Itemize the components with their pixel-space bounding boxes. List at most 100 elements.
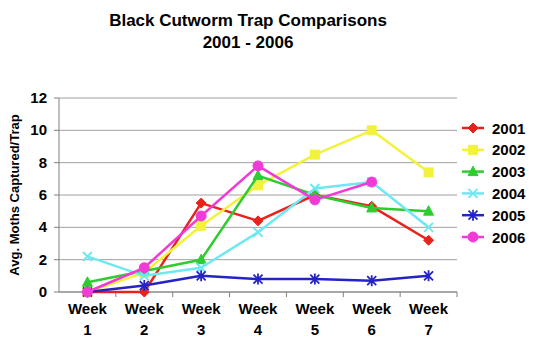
data-point: [424, 270, 433, 281]
data-point: [310, 150, 319, 159]
data-point: [367, 202, 377, 212]
data-point: [253, 216, 263, 226]
y-tick: [54, 227, 59, 228]
data-point: [424, 206, 434, 216]
series-line: [87, 195, 428, 292]
data-point: [139, 263, 149, 273]
plot-area: [82, 126, 433, 298]
grid-line: [59, 259, 457, 260]
x-tick-label-part: 2: [140, 321, 148, 338]
data-point: [197, 221, 206, 230]
data-point: [310, 274, 319, 285]
data-point: [367, 275, 376, 286]
series-line: [87, 166, 371, 292]
x-tick: [229, 292, 230, 297]
series-line: [87, 182, 428, 276]
y-axis-label: Avg. Moths Captured/Trap: [7, 114, 22, 275]
data-point: [367, 178, 376, 187]
x-tick-label: Week 3: [182, 300, 222, 338]
data-point: [82, 287, 92, 297]
legend-label: 2004: [492, 185, 526, 202]
data-point: [83, 287, 92, 298]
x-tick-label-part: Week: [125, 300, 165, 317]
x-tick-label-part: 7: [424, 321, 432, 338]
data-point: [310, 195, 320, 205]
x-tick: [286, 292, 287, 297]
x-tick-label-part: 6: [368, 321, 376, 338]
x-tick-label-part: Week: [409, 300, 449, 317]
data-point: [367, 177, 377, 187]
grid-line: [59, 130, 457, 131]
x-tick-label: Week 2: [125, 300, 165, 338]
y-tick-label: 0: [39, 283, 47, 300]
data-point: [253, 161, 263, 171]
subtitle: 2001 - 2006: [203, 33, 294, 52]
series-line: [87, 176, 428, 283]
x-tick: [400, 292, 401, 297]
data-point: [82, 287, 92, 297]
legend-label: 2003: [492, 163, 525, 180]
data-point: [254, 228, 263, 237]
x-tick-label: Week 1: [68, 300, 108, 338]
legend-marker: [468, 166, 478, 176]
x-tick-label-part: 3: [197, 321, 205, 338]
data-point: [82, 277, 92, 287]
x-tick-label: Week 4: [239, 300, 279, 338]
y-tick: [54, 195, 59, 196]
x-tick: [457, 292, 458, 297]
y-tick-label: 12: [30, 89, 47, 106]
x-tick-label-part: Week: [239, 300, 279, 317]
data-point: [140, 280, 149, 291]
legend-marker: [469, 189, 478, 198]
y-tick: [54, 130, 59, 131]
data-point: [197, 270, 206, 281]
y-tick: [54, 162, 59, 163]
data-point: [253, 170, 263, 180]
y-tick-label: 6: [39, 186, 47, 203]
x-tick-label: Week 7: [409, 300, 449, 338]
data-point: [196, 254, 206, 263]
x-tick-label-part: 5: [311, 321, 319, 338]
x-tick-label-part: Week: [68, 300, 108, 317]
x-tick-label-part: Week: [295, 300, 335, 317]
y-tick: [54, 259, 59, 260]
x-tick-label: Week 5: [295, 300, 335, 338]
y-tick-label: 2: [39, 251, 47, 268]
title: Black Cutworm Trap Comparisons: [109, 11, 387, 30]
x-tick-label-part: Week: [352, 300, 392, 317]
legend-marker: [469, 210, 478, 221]
x-tick-label-part: 4: [254, 321, 263, 338]
legend-marker: [469, 145, 478, 154]
x-tick: [172, 292, 173, 297]
data-point: [424, 168, 433, 177]
data-point: [424, 223, 433, 232]
data-point: [83, 252, 92, 261]
data-point: [367, 126, 376, 135]
y-tick-label: 4: [39, 218, 48, 235]
y-tick-label: 8: [39, 154, 47, 171]
x-tick-label-part: 1: [83, 321, 91, 338]
legend-label: 2002: [492, 141, 525, 158]
x-tick-label: Week 6: [352, 300, 392, 338]
x-tick-label-part: Week: [182, 300, 222, 317]
y-tick: [54, 292, 59, 293]
data-point: [83, 288, 92, 297]
data-point: [254, 274, 263, 285]
chart: Black Cutworm Trap Comparisons 2001 - 200…: [0, 0, 550, 358]
legend-marker: [468, 232, 478, 242]
legend-label: 2006: [492, 229, 525, 246]
grid-line: [59, 98, 457, 99]
data-point: [196, 211, 206, 221]
data-point: [310, 184, 319, 193]
x-tick: [343, 292, 344, 297]
y-tick: [54, 98, 59, 99]
grid-line: [59, 227, 457, 228]
legend-label: 2001: [492, 120, 525, 137]
y-axis: [59, 98, 60, 292]
data-point: [196, 198, 206, 208]
data-point: [424, 235, 434, 245]
legend-label: 2005: [492, 207, 525, 224]
grid-line: [59, 195, 457, 196]
series-line: [87, 130, 428, 292]
y-tick-label: 10: [30, 121, 47, 138]
